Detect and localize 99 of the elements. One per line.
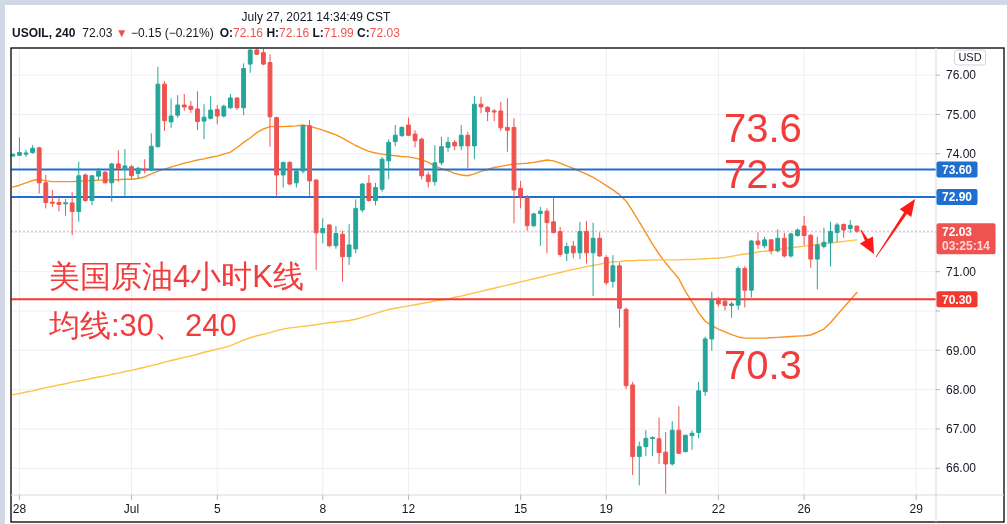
candlestick [122, 148, 128, 197]
candlestick [82, 172, 88, 203]
annotation: 美国原油4小时K线 [49, 259, 304, 294]
candlestick [834, 222, 840, 243]
ref-line-label: 70.30 [942, 292, 973, 307]
candlestick [537, 206, 543, 247]
candlestick [69, 191, 75, 236]
candlestick [162, 80, 167, 132]
text: 03:25:14 [942, 238, 991, 253]
candlestick [748, 239, 754, 299]
x-tick-label: Jul [123, 502, 140, 516]
y-axis-title: USD [958, 51, 982, 63]
candlestick [828, 221, 833, 268]
y-tick-label: 67.00 [946, 422, 977, 437]
candlestick [228, 93, 233, 110]
candlestick [742, 265, 748, 308]
candlestick [142, 158, 148, 174]
candlestick [847, 219, 853, 234]
x-tick-label: 29 [909, 502, 924, 516]
y-tick-label: 75.00 [946, 107, 977, 122]
x-tick-label: 15 [513, 502, 528, 516]
y-tick-label: 68.00 [946, 382, 977, 397]
candlestick [788, 232, 794, 259]
chart-title: July 27, 2021 14:34:49 CST [241, 10, 392, 24]
candlestick [472, 95, 477, 160]
candlestick [247, 49, 253, 74]
candlestick [333, 225, 339, 250]
y-tick-label: 76.00 [946, 68, 977, 83]
candlestick [214, 104, 220, 125]
candlestick [234, 97, 240, 111]
candlestick [102, 170, 108, 184]
y-tick-label: 69.00 [946, 343, 977, 358]
candlestick [762, 236, 767, 249]
candlestick [135, 166, 141, 180]
x-tick-label: 19 [599, 502, 614, 516]
candlestick [617, 262, 622, 329]
x-tick-label: 22 [711, 502, 726, 516]
candlestick [465, 131, 471, 169]
candlestick [11, 153, 16, 157]
candlestick [425, 171, 431, 189]
chart-subtitle: USOIL, 240 [12, 26, 76, 40]
x-tick-label: 12 [401, 502, 416, 516]
candlestick [195, 90, 200, 131]
candlestick [570, 240, 576, 259]
candlestick [603, 254, 609, 286]
candlestick [768, 238, 774, 255]
ref-line-label: 73.60 [942, 162, 973, 177]
candlestick [676, 405, 682, 455]
candlestick [729, 301, 734, 319]
candlestick [610, 254, 616, 289]
candlestick [115, 149, 121, 183]
candlestick [696, 381, 702, 439]
candlestick [254, 48, 260, 56]
candlestick [524, 194, 530, 232]
x-tick-label: 26 [797, 502, 812, 516]
line-series [12, 239, 858, 396]
candlestick [775, 228, 781, 253]
y-tick-label: 66.00 [946, 461, 977, 476]
x-tick-label: 5 [213, 502, 221, 516]
candlestick [432, 144, 438, 187]
annotation: 70.3 [724, 343, 802, 387]
candlestick [406, 117, 411, 137]
candlestick [650, 435, 655, 457]
candlestick [597, 231, 603, 258]
ref-line-label: 72.90 [942, 190, 973, 205]
x-tick-label: 28 [12, 502, 27, 516]
candlestick [795, 227, 800, 238]
candlestick [109, 162, 115, 203]
candlestick [373, 182, 378, 206]
candlestick [755, 231, 761, 250]
candlestick [287, 160, 293, 186]
candlestick [452, 139, 458, 151]
x-tick-label: 8 [319, 502, 327, 516]
candlestick [577, 221, 583, 260]
y-tick-label: 71.00 [946, 264, 977, 279]
annotation: 均线:30、240 [48, 308, 237, 343]
candlestick [274, 116, 279, 197]
candlestick [76, 161, 82, 223]
candlestick [458, 124, 464, 151]
ref-line-label: 72.03 [942, 224, 973, 239]
candlestick [320, 217, 326, 244]
text: 72.03 ▼ −0.15 (−0.21%) [82, 26, 214, 40]
y-tick-label: 74.00 [946, 146, 977, 161]
annotation: 73.6 [724, 106, 802, 150]
candlestick [669, 420, 675, 467]
candlestick [63, 198, 68, 217]
candlestick [531, 212, 537, 228]
candlestick [735, 265, 741, 311]
candlestick [584, 220, 589, 264]
candlestick [241, 62, 247, 116]
candlestick [590, 222, 596, 297]
candlestick [359, 182, 365, 213]
candlestick [221, 104, 227, 119]
candlestick [280, 161, 286, 189]
candlestick [366, 174, 372, 203]
text: O:72.16 H:72.16 L:71.99 C:72.03 [219, 26, 401, 40]
candlestick [307, 119, 312, 197]
candlestick [129, 164, 134, 180]
candlestick [564, 242, 570, 262]
